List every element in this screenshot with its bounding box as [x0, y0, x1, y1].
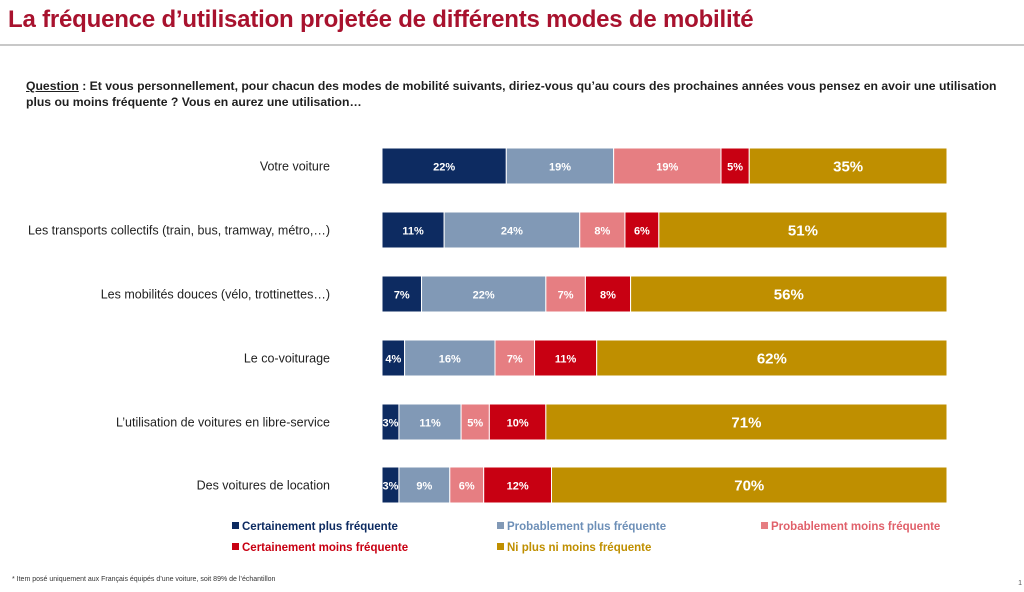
- bar-segment: [381, 275, 423, 313]
- data-label: 71%: [731, 415, 761, 432]
- bar-segment: [545, 275, 586, 313]
- data-label: 8%: [600, 290, 616, 302]
- data-label: 56%: [774, 287, 804, 304]
- category-label: Les transports collectifs (train, bus, t…: [28, 224, 330, 238]
- data-label: 7%: [558, 290, 574, 302]
- data-label: 16%: [439, 354, 461, 366]
- data-label: 35%: [833, 159, 863, 176]
- stacked-bar-chart: Votre voiture 22% 19% 19% 5% 35% Les transport…: [28, 147, 948, 554]
- legend-swatch: [497, 522, 504, 529]
- data-label: 22%: [433, 162, 455, 174]
- bar-segment: [449, 466, 485, 504]
- category-label: Les mobilités douces (vélo, trottinettes…: [101, 288, 330, 302]
- category-label: Votre voiture: [260, 160, 330, 174]
- question-body: : Et vous personnellement, pour chacun d…: [26, 79, 997, 109]
- data-label: 6%: [459, 481, 475, 493]
- legend-swatch: [232, 543, 239, 550]
- bar-segment: [658, 211, 948, 249]
- data-label: 4%: [385, 354, 401, 366]
- legend-label: Probablement plus fréquente: [507, 521, 666, 533]
- category-label: Des voitures de location: [197, 479, 330, 493]
- bar-segment: [551, 466, 948, 504]
- data-label: 3%: [383, 418, 399, 430]
- page-number: 1: [1018, 580, 1022, 587]
- page-title: La fréquence d’utilisation projetée de d…: [8, 6, 754, 33]
- data-label: 9%: [416, 481, 432, 493]
- bar-segment: [398, 466, 451, 504]
- footnote: * Item posé uniquement aux Français équi…: [12, 576, 276, 583]
- data-label: 5%: [727, 162, 743, 174]
- data-label: 12%: [507, 481, 529, 493]
- data-label: 7%: [394, 290, 410, 302]
- data-label: 51%: [788, 223, 818, 240]
- bar-segment: [381, 147, 507, 185]
- bar-segment: [398, 403, 462, 441]
- bar-segment: [624, 211, 660, 249]
- legend-swatch: [232, 522, 239, 529]
- data-label: 22%: [473, 290, 495, 302]
- category-label: L’utilisation de voitures en libre-servi…: [116, 416, 330, 430]
- data-label: 8%: [594, 226, 610, 238]
- data-label: 10%: [507, 418, 529, 430]
- data-label: 11%: [402, 226, 424, 238]
- data-label: 62%: [757, 351, 787, 368]
- bar-segment: [534, 339, 598, 377]
- bar-segment: [596, 339, 948, 377]
- data-label: 19%: [656, 162, 678, 174]
- data-label: 11%: [555, 354, 577, 366]
- bar-segment: [421, 275, 547, 313]
- question-text: Question : Et vous personnellement, pour…: [26, 78, 1016, 110]
- bar-segment: [748, 147, 948, 185]
- bar-segment: [630, 275, 948, 313]
- data-label: 11%: [419, 418, 441, 430]
- category-label: Le co-voiturage: [244, 352, 330, 366]
- data-label: 19%: [549, 162, 571, 174]
- data-label: 5%: [467, 418, 483, 430]
- legend-swatch: [497, 543, 504, 550]
- title-divider: [0, 44, 1024, 46]
- bar-segment: [579, 211, 626, 249]
- legend-label: Ni plus ni moins fréquente: [507, 542, 651, 554]
- bar-segment: [505, 147, 615, 185]
- data-label: 24%: [501, 226, 523, 238]
- question-label: Question: [26, 79, 79, 93]
- legend-label: Probablement moins fréquente: [771, 521, 940, 533]
- legend-label: Certainement moins fréquente: [242, 542, 408, 554]
- legend-swatch: [761, 522, 768, 529]
- data-label: 7%: [507, 354, 523, 366]
- bar-segment: [545, 403, 948, 441]
- data-label: 70%: [734, 478, 764, 495]
- bar-segment: [613, 147, 722, 185]
- data-label: 3%: [383, 481, 399, 493]
- bar-segment: [404, 339, 496, 377]
- legend-label: Certainement plus fréquente: [242, 521, 398, 533]
- data-label: 6%: [634, 226, 650, 238]
